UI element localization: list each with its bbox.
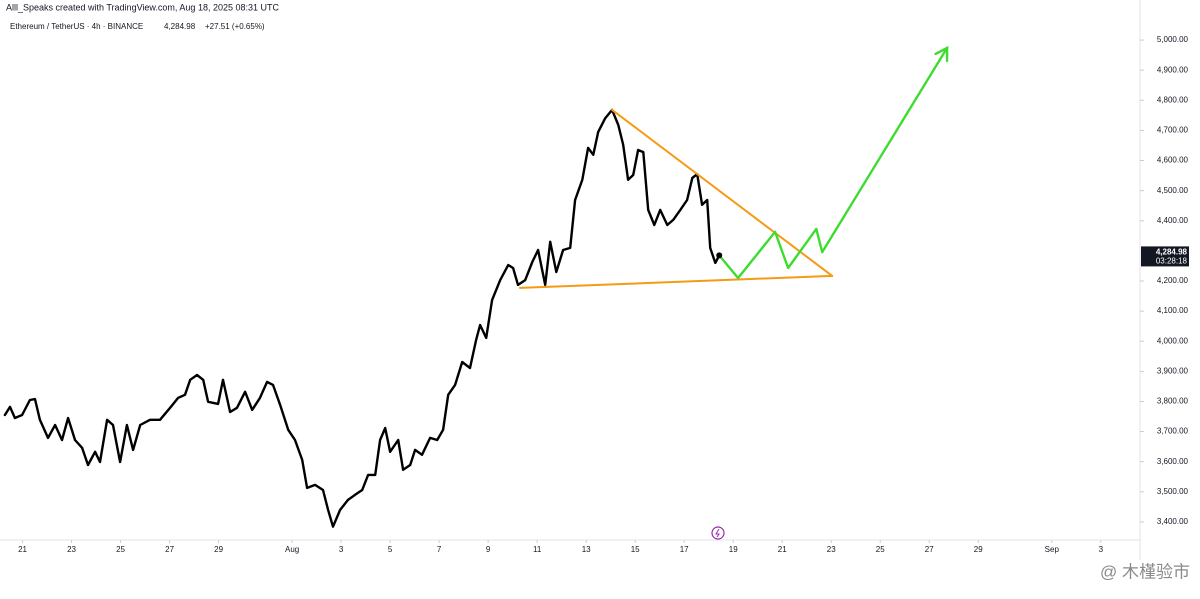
y-tick-label: 3,700.00 xyxy=(1157,427,1189,436)
last-point xyxy=(716,252,723,259)
x-tick-label: 19 xyxy=(729,545,738,554)
price-tag-label: 4,284.98 xyxy=(1156,248,1188,257)
x-tick-label: Aug xyxy=(285,545,299,554)
y-tick-label: 3,900.00 xyxy=(1157,366,1189,375)
x-tick-label: 11 xyxy=(533,545,542,554)
x-tick-label: 7 xyxy=(437,545,442,554)
x-tick-label: 3 xyxy=(339,545,344,554)
y-tick-label: 4,800.00 xyxy=(1157,95,1189,104)
price-line xyxy=(718,46,949,280)
x-tick-label: 29 xyxy=(974,545,983,554)
x-tick-label: 25 xyxy=(116,545,125,554)
y-tick-label: 4,100.00 xyxy=(1157,306,1189,315)
x-tick-label: 29 xyxy=(214,545,223,554)
y-tick-label: 3,500.00 xyxy=(1157,487,1189,496)
y-tick-label: 4,000.00 xyxy=(1157,336,1189,345)
credit: Alll_Speaks created with TradingView.com… xyxy=(6,2,279,12)
y-tick-label: 3,800.00 xyxy=(1157,397,1189,406)
price-tag xyxy=(1141,246,1189,267)
x-tick-label: 27 xyxy=(165,545,174,554)
x-tick-label: 23 xyxy=(67,545,76,554)
x-tick-label: 27 xyxy=(925,545,934,554)
arrow-head xyxy=(934,45,949,63)
price-line xyxy=(519,274,834,289)
countdown: 03:28:18 xyxy=(1156,257,1188,266)
x-tick-label: 25 xyxy=(876,545,885,554)
header-change: +27.51 (+0.65%) xyxy=(205,22,265,31)
x-tick-label: 21 xyxy=(778,545,787,554)
symbol: Ethereum / TetherUS · 4h · BINANCE xyxy=(10,22,143,31)
x-tick-label: 3 xyxy=(1099,545,1104,554)
x-tick-label: 13 xyxy=(582,545,591,554)
y-tick-label: 4,200.00 xyxy=(1157,276,1189,285)
x-tick-label: 5 xyxy=(388,545,393,554)
y-tick-label: 3,400.00 xyxy=(1157,517,1189,526)
y-tick-label: 4,400.00 xyxy=(1157,216,1189,225)
corner-watermark: @ 木槿验市 xyxy=(1100,562,1190,581)
x-tick-label: 9 xyxy=(486,545,491,554)
x-tick-label: 21 xyxy=(18,545,27,554)
y-tick-label: 5,000.00 xyxy=(1157,35,1189,44)
header-price: 4,284.98 xyxy=(164,22,196,31)
price-line xyxy=(611,108,834,277)
y-tick-label: 4,700.00 xyxy=(1157,126,1189,135)
y-tick-label: 4,600.00 xyxy=(1157,156,1189,165)
price-line xyxy=(3,108,721,528)
x-tick-label: Sep xyxy=(1045,545,1060,554)
x-tick-label: 17 xyxy=(680,545,689,554)
y-tick-label: 3,600.00 xyxy=(1157,457,1189,466)
x-tick-label: 15 xyxy=(631,545,640,554)
x-tick-label: 23 xyxy=(827,545,836,554)
y-tick-label: 4,900.00 xyxy=(1157,65,1189,74)
y-tick-label: 4,500.00 xyxy=(1157,186,1189,195)
event-icon[interactable] xyxy=(711,526,725,540)
